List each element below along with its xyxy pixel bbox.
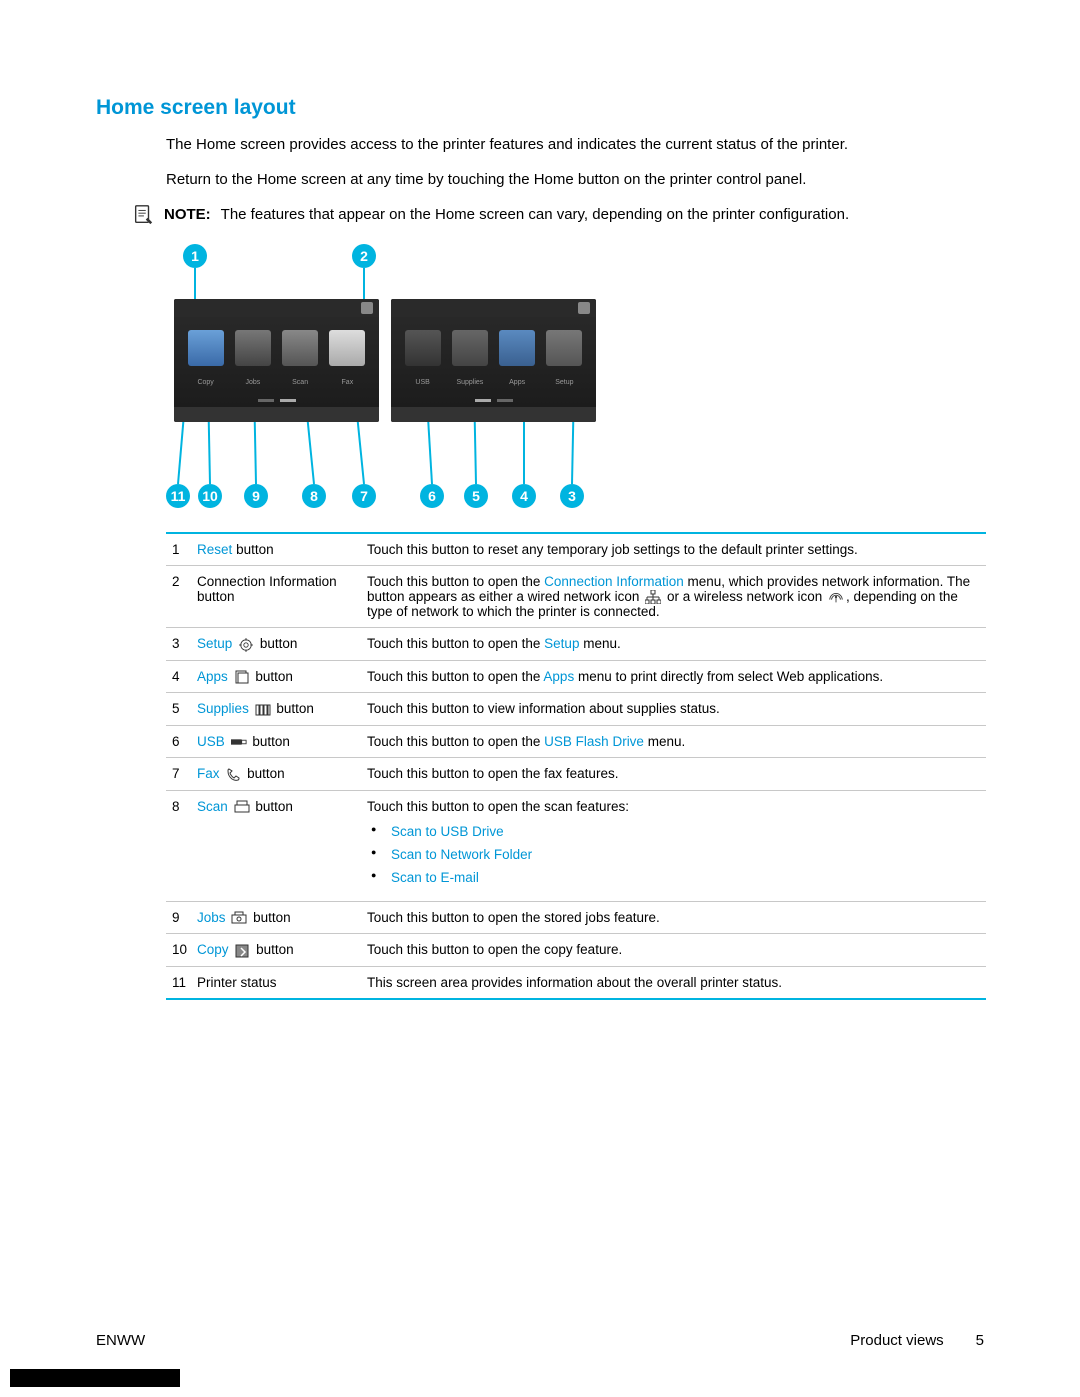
page-footer: ENWW Product views 5 <box>96 1332 984 1349</box>
table-row: 4Apps buttonTouch this button to open th… <box>166 660 986 692</box>
table-row: 11Printer statusThis screen area provide… <box>166 966 986 999</box>
legend-name: Reset button <box>197 533 367 566</box>
legend-number: 2 <box>166 566 197 628</box>
section-title: Home screen layout <box>96 96 984 120</box>
screen-right: USBSuppliesAppsSetup <box>391 299 596 422</box>
legend-name: Fax button <box>197 758 367 790</box>
legend-name: USB button <box>197 725 367 757</box>
legend-name: Apps button <box>197 660 367 692</box>
callout-2: 2 <box>352 244 376 268</box>
intro-paragraph-1: The Home screen provides access to the p… <box>166 134 984 155</box>
legend-number: 9 <box>166 901 197 933</box>
callout-3: 3 <box>560 484 584 508</box>
legend-name: Setup button <box>197 628 367 660</box>
legend-description: Touch this button to open the copy featu… <box>367 934 986 966</box>
table-row: 9Jobs buttonTouch this button to open th… <box>166 901 986 933</box>
legend-description: Touch this button to open the fax featur… <box>367 758 986 790</box>
table-row: 10Copy buttonTouch this button to open t… <box>166 934 986 966</box>
table-row: 8Scan buttonTouch this button to open th… <box>166 790 986 901</box>
legend-name: Supplies button <box>197 693 367 725</box>
document-page: Home screen layout The Home screen provi… <box>0 0 1080 1397</box>
footer-page-number: 5 <box>976 1332 984 1349</box>
legend-name: Printer status <box>197 966 367 999</box>
legend-description: Touch this button to open the stored job… <box>367 901 986 933</box>
callout-9: 9 <box>244 484 268 508</box>
legend-number: 5 <box>166 693 197 725</box>
table-row: 1Reset buttonTouch this button to reset … <box>166 533 986 566</box>
legend-name: Scan button <box>197 790 367 901</box>
legend-description: Touch this button to view information ab… <box>367 693 986 725</box>
footer-left: ENWW <box>96 1332 145 1349</box>
note-icon <box>132 204 154 226</box>
legend-description: Touch this button to open the USB Flash … <box>367 725 986 757</box>
legend-table: 1Reset buttonTouch this button to reset … <box>166 532 986 1000</box>
callout-11: 11 <box>166 484 190 508</box>
legend-description: Touch this button to reset any temporary… <box>367 533 986 566</box>
table-row: 6USB buttonTouch this button to open the… <box>166 725 986 757</box>
table-row: 5Supplies buttonTouch this button to vie… <box>166 693 986 725</box>
legend-number: 10 <box>166 934 197 966</box>
legend-number: 7 <box>166 758 197 790</box>
redaction-bar <box>10 1369 180 1387</box>
legend-description: This screen area provides information ab… <box>367 966 986 999</box>
legend-name: Connection Information button <box>197 566 367 628</box>
legend-number: 6 <box>166 725 197 757</box>
screen-left: CopyJobsScanFax <box>174 299 379 422</box>
intro-paragraph-2: Return to the Home screen at any time by… <box>166 169 984 190</box>
table-row: 2Connection Information buttonTouch this… <box>166 566 986 628</box>
legend-description: Touch this button to open the Apps menu … <box>367 660 986 692</box>
callout-diagram: CopyJobsScanFax USBSuppliesAppsSetup 1 2 1… <box>166 244 706 524</box>
note-block: NOTE: The features that appear on the Hom… <box>132 204 984 226</box>
callout-8: 8 <box>302 484 326 508</box>
legend-name: Copy button <box>197 934 367 966</box>
callout-10: 10 <box>198 484 222 508</box>
legend-name: Jobs button <box>197 901 367 933</box>
legend-number: 3 <box>166 628 197 660</box>
legend-number: 4 <box>166 660 197 692</box>
callout-7: 7 <box>352 484 376 508</box>
legend-number: 11 <box>166 966 197 999</box>
legend-description: Touch this button to open the scan featu… <box>367 790 986 901</box>
callout-1: 1 <box>183 244 207 268</box>
legend-description: Touch this button to open the Connection… <box>367 566 986 628</box>
legend-number: 8 <box>166 790 197 901</box>
callout-4: 4 <box>512 484 536 508</box>
legend-number: 1 <box>166 533 197 566</box>
note-label: NOTE: <box>164 206 211 223</box>
footer-section: Product views <box>850 1332 943 1349</box>
callout-5: 5 <box>464 484 488 508</box>
note-text: The features that appear on the Home scr… <box>221 206 849 223</box>
note-content: NOTE: The features that appear on the Hom… <box>164 204 849 225</box>
table-row: 7Fax buttonTouch this button to open the… <box>166 758 986 790</box>
legend-description: Touch this button to open the Setup menu… <box>367 628 986 660</box>
table-row: 3Setup buttonTouch this button to open t… <box>166 628 986 660</box>
callout-6: 6 <box>420 484 444 508</box>
